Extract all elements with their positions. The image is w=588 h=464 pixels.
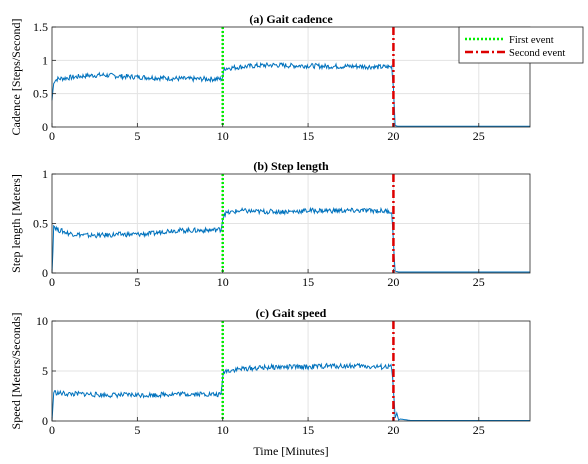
x-tick-label: 20 (387, 129, 399, 143)
x-tick-label: 0 (49, 423, 55, 437)
x-tick-label: 0 (49, 275, 55, 289)
x-tick-label: 20 (387, 423, 399, 437)
subplot-title: (a) Gait cadence (249, 12, 333, 26)
x-tick-label: 25 (473, 129, 485, 143)
legend-label: First event (509, 35, 554, 46)
y-axis-label: Step length [Meters] (9, 174, 23, 273)
x-tick-label: 10 (217, 423, 229, 437)
x-tick-label: 5 (134, 275, 140, 289)
x-tick-label: 15 (302, 275, 314, 289)
y-tick-label: 0 (42, 120, 48, 134)
x-tick-label: 15 (302, 423, 314, 437)
axes-box (51, 26, 531, 128)
y-tick-label: 0.5 (33, 217, 48, 231)
x-tick-label: 10 (217, 129, 229, 143)
legend-box (458, 26, 584, 64)
x-tick-label: 20 (387, 275, 399, 289)
y-axis-label: Cadence [Steps/Second] (9, 19, 23, 136)
y-tick-label: 1 (42, 167, 48, 181)
x-tick-label: 5 (134, 129, 140, 143)
series-line (51, 362, 530, 422)
y-tick-label: 0.5 (33, 87, 48, 101)
x-tick-label: 5 (134, 423, 140, 437)
y-tick-label: 1.5 (33, 20, 48, 34)
legend: First event Second event (458, 26, 584, 64)
y-axis-label: Speed [Meters/Seconds] (9, 313, 23, 430)
series-line (51, 61, 530, 127)
subplot-title: (c) Gait speed (256, 306, 327, 320)
x-tick-label: 25 (473, 423, 485, 437)
x-tick-label: 25 (473, 275, 485, 289)
y-tick-label: 0 (42, 266, 48, 280)
x-tick-label: 15 (302, 129, 314, 143)
subplot-1: 0 5 10 15 20 25 0 0.5 1 1.5 (a) Gait cadence Cadenc… (9, 12, 531, 143)
y-tick-label: 1 (42, 53, 48, 67)
x-tick-label: 10 (217, 275, 229, 289)
subplot-title: (b) Step length (253, 159, 329, 173)
legend-label: Second event (509, 48, 565, 59)
y-tick-label: 5 (42, 364, 48, 378)
subplot-3: 0 5 10 15 20 25 0 5 10 (c) Gait speed Speed [Meter… (9, 306, 531, 437)
subplot-2: 0 5 10 15 20 25 0 0.5 1 (b) Step length Step lengt… (9, 159, 531, 289)
y-tick-label: 10 (36, 314, 48, 328)
series-line (51, 206, 530, 274)
y-tick-label: 0 (42, 414, 48, 428)
x-tick-label: 0 (49, 129, 55, 143)
x-axis-label: Time [Minutes] (253, 444, 328, 458)
